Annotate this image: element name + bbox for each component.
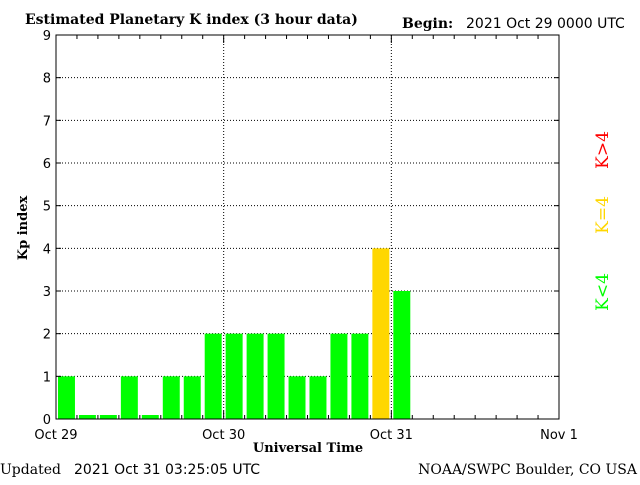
y-tick-label-7: 7 (43, 114, 51, 129)
grid-lines (56, 35, 559, 419)
kp-bar-5 (162, 376, 180, 419)
x-tick-label-3: Nov 1 (540, 428, 578, 443)
x-axis-label: Universal Time (253, 441, 363, 456)
begin-label: Begin: (402, 16, 453, 32)
kp-bar-4 (141, 415, 159, 419)
kp-bar-15 (372, 248, 390, 419)
kp-bar-13 (330, 333, 348, 419)
x-ticks: Oct 29 Oct 30 Oct 31 Nov 1 (34, 35, 578, 443)
kp-bar-10 (267, 333, 285, 419)
kp-bar-9 (246, 333, 264, 419)
y-tick-label-1: 1 (43, 370, 51, 385)
kp-bar-1 (78, 415, 96, 419)
chart-title: Estimated Planetary K index (3 hour data… (25, 12, 358, 28)
y-tick-label-9: 9 (43, 29, 51, 44)
legend-high: K>4 (593, 131, 613, 169)
bars-group (58, 248, 411, 419)
y-ticks: 0 1 2 3 4 5 6 7 8 9 (43, 29, 559, 428)
kp-bar-12 (309, 376, 327, 419)
kp-bar-11 (288, 376, 306, 419)
y-tick-label-0: 0 (43, 413, 51, 428)
y-tick-label-8: 8 (43, 72, 51, 87)
x-tick-label-0: Oct 29 (34, 428, 77, 443)
kp-bar-16 (393, 291, 411, 419)
kp-bar-8 (225, 333, 243, 419)
x-tick-label-1: Oct 30 (202, 428, 245, 443)
y-tick-label-4: 4 (43, 242, 51, 257)
kp-bar-6 (183, 376, 201, 419)
y-tick-label-2: 2 (43, 328, 51, 343)
legend-equal: K=4 (593, 196, 613, 234)
updated-label: Updated (0, 462, 61, 478)
kp-bar-14 (351, 333, 369, 419)
kp-bar-7 (204, 333, 222, 419)
source-credit: NOAA/SWPC Boulder, CO USA (418, 462, 638, 478)
x-tick-label-2: Oct 31 (370, 428, 413, 443)
legend-low: K<4 (593, 273, 613, 311)
plot-frame (55, 34, 560, 420)
y-tick-label-6: 6 (43, 157, 51, 172)
y-axis-label: Kp index (16, 196, 31, 261)
y-tick-label-5: 5 (43, 200, 51, 215)
updated-value: 2021 Oct 31 03:25:05 UTC (74, 462, 260, 478)
kp-bar-3 (120, 376, 138, 419)
y-tick-label-3: 3 (43, 285, 51, 300)
kp-bar-2 (99, 415, 117, 419)
begin-value: 2021 Oct 29 0000 UTC (466, 16, 625, 32)
kp-bar-0 (58, 376, 75, 419)
